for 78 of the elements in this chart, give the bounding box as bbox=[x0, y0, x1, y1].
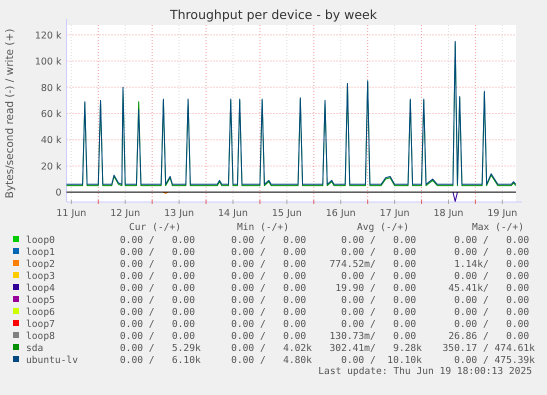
text: 0.00 / 0.00 bbox=[120, 235, 196, 246]
y-tick-label: 120 k bbox=[34, 30, 62, 42]
x-tick-label: 17 Jun bbox=[380, 208, 410, 219]
text: 0.00 / 0.00 bbox=[231, 259, 306, 270]
text: 0.00 / 0.00 bbox=[120, 271, 196, 282]
text: 0.00 / 6.10k bbox=[120, 355, 201, 366]
text: 26.86 / 0.00 bbox=[448, 331, 530, 342]
text: 0.00 / 0.00 bbox=[120, 259, 196, 270]
x-tick-label: 12 Jun bbox=[110, 208, 140, 219]
text: 0.00 / 10.10k bbox=[341, 355, 422, 366]
text: 0.00 / 0.00 bbox=[120, 283, 196, 294]
text: 0.00 / 0.00 bbox=[231, 283, 306, 294]
text: 0.00 / 0.00 bbox=[341, 307, 416, 318]
text: 0.00 / 0.00 bbox=[120, 331, 196, 342]
text: 0.00 / 0.00 bbox=[231, 247, 306, 258]
text: 0.00 / 0.00 bbox=[120, 247, 196, 258]
text: Min (-/+) bbox=[237, 222, 289, 233]
text: 1.14k/ 0.00 bbox=[454, 259, 530, 270]
text: 0.00 / 0.00 bbox=[454, 235, 530, 246]
text: 19.90 / 0.00 bbox=[335, 283, 416, 294]
text: 0.00 / 0.00 bbox=[341, 295, 416, 306]
text: 0.00 / 0.00 bbox=[341, 247, 416, 258]
text: 0.00 / 475.39k bbox=[454, 355, 536, 366]
text: 45.41k/ 0.00 bbox=[448, 283, 530, 294]
legend-label: loop4 bbox=[26, 283, 56, 294]
text: 0.00 / 0.00 bbox=[454, 271, 530, 282]
y-tick-label: 80 k bbox=[40, 82, 62, 94]
text: 0.00 / 0.00 bbox=[341, 235, 416, 246]
text: 0.00 / 5.29k bbox=[120, 343, 201, 354]
legend-label: loop5 bbox=[26, 295, 55, 306]
legend-label: loop3 bbox=[26, 271, 56, 282]
x-tick-label: 14 Jun bbox=[218, 208, 248, 219]
text: 0.00 / 0.00 bbox=[231, 331, 306, 342]
text: 0.00 / 0.00 bbox=[454, 295, 530, 306]
text: 0.00 / 0.00 bbox=[341, 319, 416, 330]
x-tick-label: 19 Jun bbox=[487, 208, 518, 219]
x-tick-label: 16 Jun bbox=[326, 208, 356, 219]
legend-label: loop0 bbox=[26, 235, 56, 246]
x-tick-label: 18 Jun bbox=[433, 208, 464, 219]
legend-label: ubuntu-lv bbox=[26, 355, 78, 366]
text: 302.41m/ 9.28k bbox=[330, 343, 422, 354]
text: 0.00 / 0.00 bbox=[454, 319, 530, 330]
text: 0.00 / 4.02k bbox=[231, 343, 312, 354]
y-tick-label: 60 k bbox=[40, 109, 62, 120]
text: 0.00 / 0.00 bbox=[231, 319, 306, 330]
text: 0.00 / 0.00 bbox=[120, 307, 196, 318]
y-axis-title: Bytes/second read (-) / write (+) bbox=[4, 28, 16, 198]
legend-label: loop6 bbox=[26, 307, 56, 318]
legend-label: loop2 bbox=[26, 259, 55, 270]
text: Avg (-/+) bbox=[357, 222, 409, 233]
x-tick-label: 15 Jun bbox=[272, 208, 302, 219]
legend-label: loop1 bbox=[26, 247, 56, 258]
text: 0.00 / 0.00 bbox=[454, 247, 530, 258]
text: 0.00 / 4.80k bbox=[231, 355, 312, 366]
text: 350.17 / 474.61k bbox=[442, 343, 536, 354]
text: 0.00 / 0.00 bbox=[231, 235, 306, 246]
text: 0.00 / 0.00 bbox=[231, 271, 306, 282]
text: 0.00 / 0.00 bbox=[231, 295, 306, 306]
text: 0.00 / 0.00 bbox=[231, 307, 306, 318]
x-tick-label: 11 Jun bbox=[56, 208, 86, 219]
y-tick-label: 40 k bbox=[40, 135, 62, 146]
text: 130.73m/ 0.00 bbox=[330, 331, 416, 342]
legend-label: loop8 bbox=[26, 331, 56, 342]
text: 0.00 / 0.00 bbox=[454, 307, 530, 318]
text: 0.00 / 0.00 bbox=[120, 319, 196, 330]
text: 0.00 / 0.00 bbox=[120, 295, 196, 306]
y-tick-label: 100 k bbox=[34, 56, 62, 68]
chart-title: Throughput per device - by week bbox=[169, 7, 378, 22]
legend-label: sda bbox=[26, 343, 44, 354]
text: 0.00 / 0.00 bbox=[341, 271, 416, 282]
text: Last update: Thu Jun 19 18:00:13 2025 bbox=[318, 366, 532, 377]
legend-label: loop7 bbox=[26, 319, 56, 330]
x-tick-label: 13 Jun bbox=[164, 208, 194, 219]
y-tick-label: 0 bbox=[55, 188, 62, 199]
text: Max (-/+) bbox=[472, 222, 524, 233]
text: 774.52m/ 0.00 bbox=[330, 259, 416, 270]
y-tick-label: 20 k bbox=[40, 161, 62, 172]
text: Cur (-/+) bbox=[129, 222, 181, 233]
